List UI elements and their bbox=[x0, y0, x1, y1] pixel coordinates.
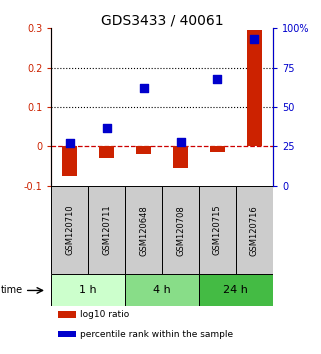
Point bbox=[215, 76, 220, 81]
Point bbox=[178, 139, 183, 144]
Bar bbox=[199, 186, 236, 274]
Bar bbox=[99, 147, 114, 158]
Point bbox=[67, 141, 72, 146]
Point bbox=[141, 85, 146, 91]
Text: 1 h: 1 h bbox=[80, 285, 97, 296]
Bar bbox=[51, 274, 125, 307]
Bar bbox=[125, 186, 162, 274]
Bar bbox=[173, 147, 188, 168]
Point bbox=[252, 36, 257, 42]
Bar bbox=[210, 147, 225, 152]
Bar bbox=[58, 331, 76, 337]
Bar bbox=[88, 186, 125, 274]
Text: GSM120716: GSM120716 bbox=[250, 205, 259, 256]
Point bbox=[104, 125, 109, 130]
Bar bbox=[136, 147, 151, 154]
Text: GSM120648: GSM120648 bbox=[139, 205, 148, 256]
Text: percentile rank within the sample: percentile rank within the sample bbox=[80, 330, 233, 339]
Bar bbox=[58, 311, 76, 318]
Bar bbox=[125, 274, 199, 307]
Bar bbox=[51, 186, 88, 274]
Title: GDS3433 / 40061: GDS3433 / 40061 bbox=[101, 13, 223, 27]
Text: GSM120708: GSM120708 bbox=[176, 205, 185, 256]
Text: GSM120711: GSM120711 bbox=[102, 205, 111, 256]
Bar bbox=[247, 30, 262, 147]
Text: GSM120715: GSM120715 bbox=[213, 205, 222, 256]
Bar bbox=[62, 147, 77, 176]
Text: log10 ratio: log10 ratio bbox=[80, 310, 130, 319]
Text: 4 h: 4 h bbox=[153, 285, 171, 296]
Bar bbox=[236, 186, 273, 274]
Text: GSM120710: GSM120710 bbox=[65, 205, 74, 256]
Bar bbox=[162, 186, 199, 274]
Text: time: time bbox=[0, 285, 22, 296]
Text: 24 h: 24 h bbox=[223, 285, 248, 296]
Bar bbox=[199, 274, 273, 307]
